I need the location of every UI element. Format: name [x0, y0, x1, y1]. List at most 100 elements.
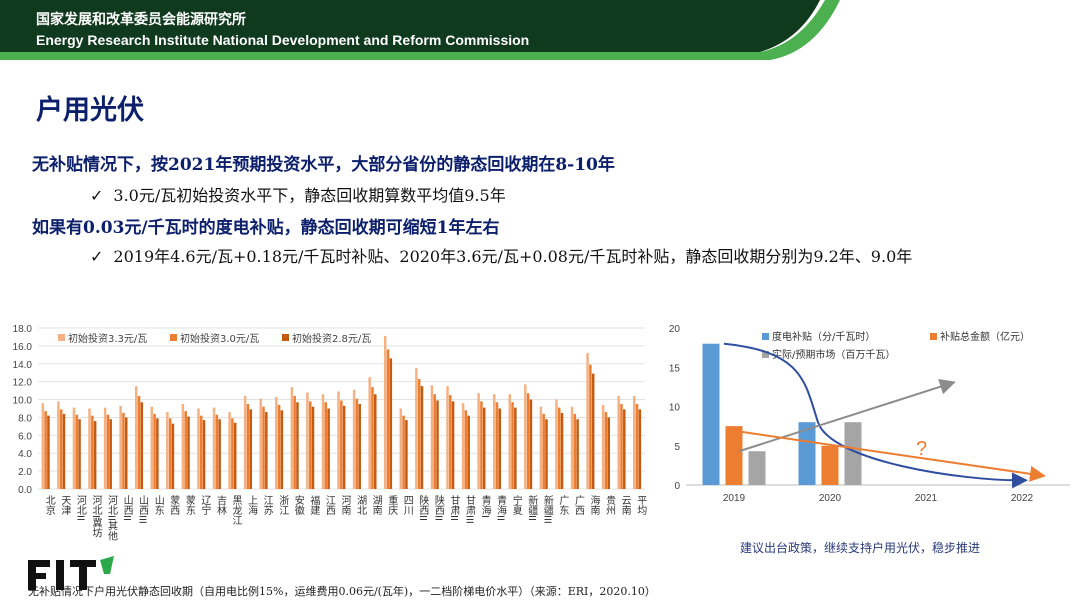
x-tick-label: 海南	[588, 494, 600, 515]
bar	[327, 408, 330, 489]
legend-label: 初始投资2.8元/瓦	[292, 332, 371, 345]
bar	[389, 358, 393, 489]
x-tick-label: 河南	[339, 495, 351, 515]
bar	[168, 418, 172, 489]
bar	[171, 423, 175, 489]
bar	[368, 377, 371, 489]
bar	[492, 394, 496, 489]
legend-swatch	[762, 333, 769, 340]
bar	[798, 422, 816, 485]
bar	[464, 410, 468, 489]
x-tick-label: 蒙西	[168, 494, 180, 515]
bar	[88, 408, 91, 489]
slide-title: 户用光伏	[36, 95, 144, 126]
point-2-detail-text: 2019年4.6元/瓦+0.18元/千瓦时补贴、2020年3.6元/瓦+0.08…	[113, 247, 913, 266]
bar	[75, 414, 79, 489]
bar	[725, 426, 743, 485]
x-tick-label: 安徽	[292, 494, 304, 516]
bar	[526, 393, 530, 489]
bar	[265, 412, 268, 489]
x-tick-label: 四川	[401, 495, 413, 515]
bar	[570, 406, 574, 489]
x-tick-label: 宁夏	[510, 494, 522, 515]
bar	[150, 406, 154, 489]
header-background	[0, 0, 840, 60]
bar	[358, 404, 361, 489]
bar	[91, 415, 94, 489]
bar	[184, 411, 187, 489]
bar	[62, 413, 66, 489]
bar	[57, 401, 60, 489]
bar	[635, 404, 639, 489]
bar	[355, 398, 359, 489]
bar	[557, 407, 561, 489]
bar	[417, 378, 421, 489]
bar	[620, 404, 623, 489]
bar	[446, 386, 449, 489]
bar	[542, 413, 545, 489]
x-tick-label: 湖北	[355, 495, 367, 515]
bar	[275, 396, 278, 489]
bar	[604, 412, 608, 489]
y-tick-label: 8.0	[18, 413, 32, 424]
trend-subsidy-rate	[723, 342, 1028, 489]
bar	[555, 399, 558, 489]
bar	[480, 401, 483, 489]
bar	[41, 403, 45, 489]
y-tick-label: 10.0	[13, 396, 33, 407]
y-tick-label: 20	[669, 324, 681, 335]
legend-label: 初始投资3.0元/瓦	[180, 332, 259, 345]
bar	[156, 418, 159, 489]
x-tick-label: 湖南	[370, 495, 382, 515]
y-tick-label: 2.0	[18, 467, 32, 478]
bar	[246, 404, 250, 489]
x-tick-label: 浙江	[277, 495, 289, 515]
x-tick-label: 河北II	[74, 495, 86, 521]
subsidy-chart: 0 5 10 15 20 2019 2020 2021 2022 度电补贴（分/千瓦时） 补贴总金额…	[669, 324, 1070, 504]
y-tick-label: 14.0	[13, 360, 33, 371]
bar	[399, 408, 403, 489]
bar	[821, 445, 839, 485]
bar	[623, 409, 626, 489]
bar	[633, 395, 636, 489]
bar	[601, 404, 605, 489]
bar	[477, 393, 480, 489]
bar	[125, 417, 128, 489]
y-tick-label: 12.0	[13, 378, 33, 389]
bar	[200, 415, 203, 489]
bar	[106, 414, 110, 489]
x-tick-label: 2022	[1011, 493, 1034, 504]
x-tick-label: 平均	[635, 495, 647, 516]
fit-logo	[28, 556, 114, 590]
bar	[44, 411, 47, 489]
x-tick-label: 山西II	[121, 495, 133, 521]
point-1: 无补贴情况下，按2021年预期投资水平，大部分省份的静态回收期在8-10年	[32, 155, 615, 175]
header-banner: 国家发展和改革委员会能源研究所 Energy Research Institut…	[0, 0, 1080, 60]
x-tick-label: 2020	[819, 493, 842, 504]
x-tick-label: 甘肃III	[464, 494, 476, 524]
bar	[844, 422, 862, 485]
bar	[119, 405, 122, 489]
x-tick-label: 甘肃II	[448, 494, 460, 521]
x-tick-label: 新疆II	[526, 494, 538, 521]
bar	[461, 403, 465, 489]
bar	[340, 400, 343, 489]
legend-label: 补贴总金额（亿元）	[940, 330, 1030, 343]
bar	[386, 349, 390, 489]
x-tick-label: 江西	[323, 495, 335, 515]
bar	[197, 408, 200, 489]
x-tick-label: 2021	[915, 493, 938, 504]
bar	[451, 401, 455, 489]
right-chart-caption: 建议出台政策，继续支持户用光伏，稳步推进	[740, 541, 981, 555]
bar	[702, 343, 720, 485]
bar	[231, 418, 234, 489]
x-tick-label: 广东	[557, 495, 569, 515]
bar	[202, 420, 206, 489]
bar	[290, 387, 294, 489]
y-tick-label: 5	[674, 442, 680, 453]
bar	[181, 404, 185, 489]
bar	[586, 353, 589, 489]
check-icon: ✓	[90, 186, 104, 205]
legend-swatch	[170, 334, 177, 341]
payback-period-chart: 0.02.04.06.08.010.012.014.016.018.0北京 天津河…	[13, 324, 647, 542]
